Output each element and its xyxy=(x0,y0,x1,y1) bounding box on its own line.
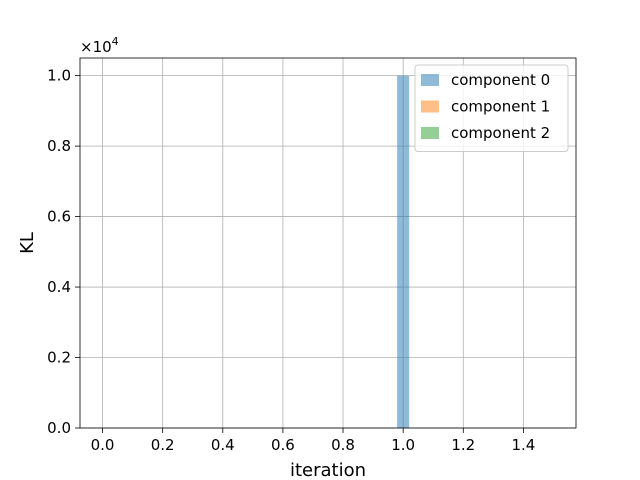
legend-label: component 1 xyxy=(451,98,550,116)
legend-swatch xyxy=(421,74,439,86)
y-offset-text: ×104 xyxy=(80,35,119,56)
x-axis-ticks: 0.0 0.2 0.4 0.6 0.8 1.0 1.2 1.4 xyxy=(91,428,535,454)
x-tick-label: 0.2 xyxy=(151,436,175,454)
y-tick-label: 0.2 xyxy=(47,349,71,367)
x-tick-label: 1.4 xyxy=(511,436,535,454)
plot-frame xyxy=(79,57,577,429)
x-tick-label: 0.0 xyxy=(91,436,115,454)
y-tick-label: 0.4 xyxy=(47,278,71,296)
y-tick-label: 0.0 xyxy=(47,419,71,437)
legend-swatch xyxy=(421,127,439,139)
y-axis-ticks: 0.0 0.2 0.4 0.6 0.8 1.0 xyxy=(47,67,80,437)
x-tick-label: 1.2 xyxy=(451,436,475,454)
x-tick-label: 1.0 xyxy=(391,436,415,454)
x-tick-label: 0.6 xyxy=(271,436,295,454)
y-axis-title: KL xyxy=(17,232,38,254)
y-tick-label: 0.8 xyxy=(47,137,71,155)
x-tick-label: 0.8 xyxy=(331,436,355,454)
legend-label: component 0 xyxy=(451,71,550,89)
x-axis-title: iteration xyxy=(290,460,366,480)
bars xyxy=(397,75,410,428)
y-tick-label: 0.6 xyxy=(47,208,71,226)
y-tick-label: 1.0 xyxy=(47,67,71,85)
legend-box xyxy=(414,64,569,152)
legend-label: component 2 xyxy=(451,124,550,142)
x-tick-label: 0.4 xyxy=(211,436,235,454)
legend-swatch xyxy=(421,100,439,113)
legend: component 0 component 1 component 2 xyxy=(414,64,569,152)
bar-component-0 xyxy=(397,75,410,428)
